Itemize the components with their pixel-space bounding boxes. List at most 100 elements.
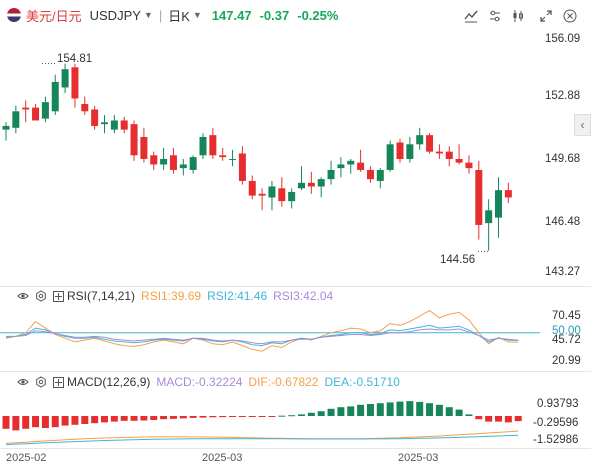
candle-body	[110, 120, 118, 130]
candle-body	[504, 190, 512, 198]
candle-body	[140, 136, 148, 159]
macd-bar	[130, 416, 138, 421]
symbol-label[interactable]: USDJPY	[89, 7, 141, 23]
chevron-down-icon[interactable]: ▼	[192, 10, 202, 20]
candle-body	[426, 135, 434, 152]
candle-body	[101, 122, 108, 125]
macd-bar	[475, 416, 483, 420]
candle-body	[396, 142, 404, 159]
candle-body	[209, 135, 217, 156]
x-label: 2025-03	[398, 452, 439, 464]
candle-body	[41, 102, 49, 119]
candle-body	[445, 151, 453, 159]
macd-bar	[120, 416, 128, 421]
rsi-y-label: 45.72	[552, 334, 581, 346]
chevron-left-icon[interactable]: ‹	[574, 114, 591, 136]
pair-name[interactable]: 美元/日元	[26, 8, 82, 24]
candle-body	[376, 169, 384, 181]
rsi2-value: RSI2:41.46	[207, 289, 268, 303]
candle-body	[357, 162, 365, 170]
candle-body	[455, 158, 463, 163]
candle-body	[32, 107, 40, 121]
rsi-line-2	[5, 324, 519, 347]
macd-bar	[51, 416, 59, 428]
candle-body	[71, 67, 79, 99]
macd-bar	[150, 416, 158, 420]
compare-icon[interactable]	[510, 8, 526, 24]
macd-bar	[209, 416, 217, 418]
fullscreen-icon[interactable]	[538, 8, 554, 24]
macd-bar	[426, 403, 434, 416]
macd-value: MACD:-0.32224	[156, 375, 243, 389]
candle-body	[189, 157, 197, 170]
candle-body	[485, 210, 493, 224]
candle-body	[386, 144, 394, 170]
macd-dea-line	[5, 434, 519, 446]
candle-body	[12, 111, 20, 128]
macd-bar	[376, 403, 384, 416]
macd-bar	[386, 402, 394, 416]
candle-body	[179, 164, 187, 169]
dif-value: DIF:-0.67822	[248, 375, 319, 389]
divider	[0, 371, 591, 372]
macd-bar	[514, 416, 522, 422]
eye-icon[interactable]	[17, 290, 29, 302]
rsi-header: RSI(7,14,21) RSI1:39.69 RSI2:41.46 RSI3:…	[17, 289, 339, 303]
candle-body	[475, 169, 483, 225]
expand-icon[interactable]	[53, 376, 64, 388]
macd-bar	[337, 407, 345, 416]
macd-bar	[258, 416, 266, 417]
macd-chart	[2, 401, 522, 446]
y-label: 156.09	[545, 33, 581, 45]
macd-bar	[179, 416, 187, 419]
chevron-down-icon[interactable]: ▼	[143, 10, 153, 20]
indicator-icon[interactable]	[463, 8, 479, 24]
macd-bar	[238, 416, 246, 417]
macd-bar	[2, 416, 10, 429]
candle-body	[268, 186, 276, 198]
y-label: 143.27	[545, 266, 581, 278]
candle-body	[199, 136, 207, 156]
macd-bar	[110, 416, 118, 422]
candlestick-chart[interactable]	[0, 30, 540, 286]
candle-body	[278, 188, 286, 202]
price-change: -0.37	[259, 7, 290, 23]
expand-icon[interactable]	[53, 290, 64, 302]
x-label: 2025-03	[202, 452, 243, 464]
macd-bar	[347, 406, 355, 416]
macd-bar	[465, 414, 473, 416]
price-change-pct: -0.25%	[297, 7, 339, 23]
macd-bar	[396, 401, 404, 416]
candle-body	[130, 124, 138, 156]
flag-icon	[7, 8, 21, 22]
macd-bar	[298, 414, 305, 416]
gear-icon[interactable]	[35, 376, 47, 388]
eye-icon[interactable]	[17, 376, 29, 388]
candle-body	[91, 109, 99, 126]
candle-body	[150, 155, 158, 165]
settings-icon[interactable]	[487, 8, 503, 24]
rsi-y-label: 50.00	[552, 325, 581, 337]
dea-value: DEA:-0.51710	[324, 375, 400, 389]
candle-body	[22, 107, 30, 110]
gear-icon[interactable]	[35, 290, 47, 302]
candle-body	[416, 135, 424, 145]
candle-body	[288, 191, 296, 202]
rsi-y-label: 20.99	[552, 355, 581, 367]
macd-bar	[455, 409, 463, 416]
candle-body	[406, 144, 414, 159]
rsi1-value: RSI1:39.69	[141, 289, 202, 303]
rsi-line-3	[6, 328, 519, 345]
interval-selector[interactable]: 日K	[168, 8, 190, 24]
y-label: 146.48	[545, 216, 581, 228]
candle-body	[2, 125, 10, 130]
candle-body	[258, 193, 266, 196]
macd-bar	[288, 415, 296, 417]
macd-bar	[71, 416, 79, 425]
candle-body	[81, 103, 89, 112]
macd-bar	[229, 416, 237, 417]
macd-bar	[435, 404, 443, 416]
macd-bar	[268, 416, 276, 417]
close-icon[interactable]	[562, 8, 578, 24]
candle-body	[307, 182, 315, 187]
